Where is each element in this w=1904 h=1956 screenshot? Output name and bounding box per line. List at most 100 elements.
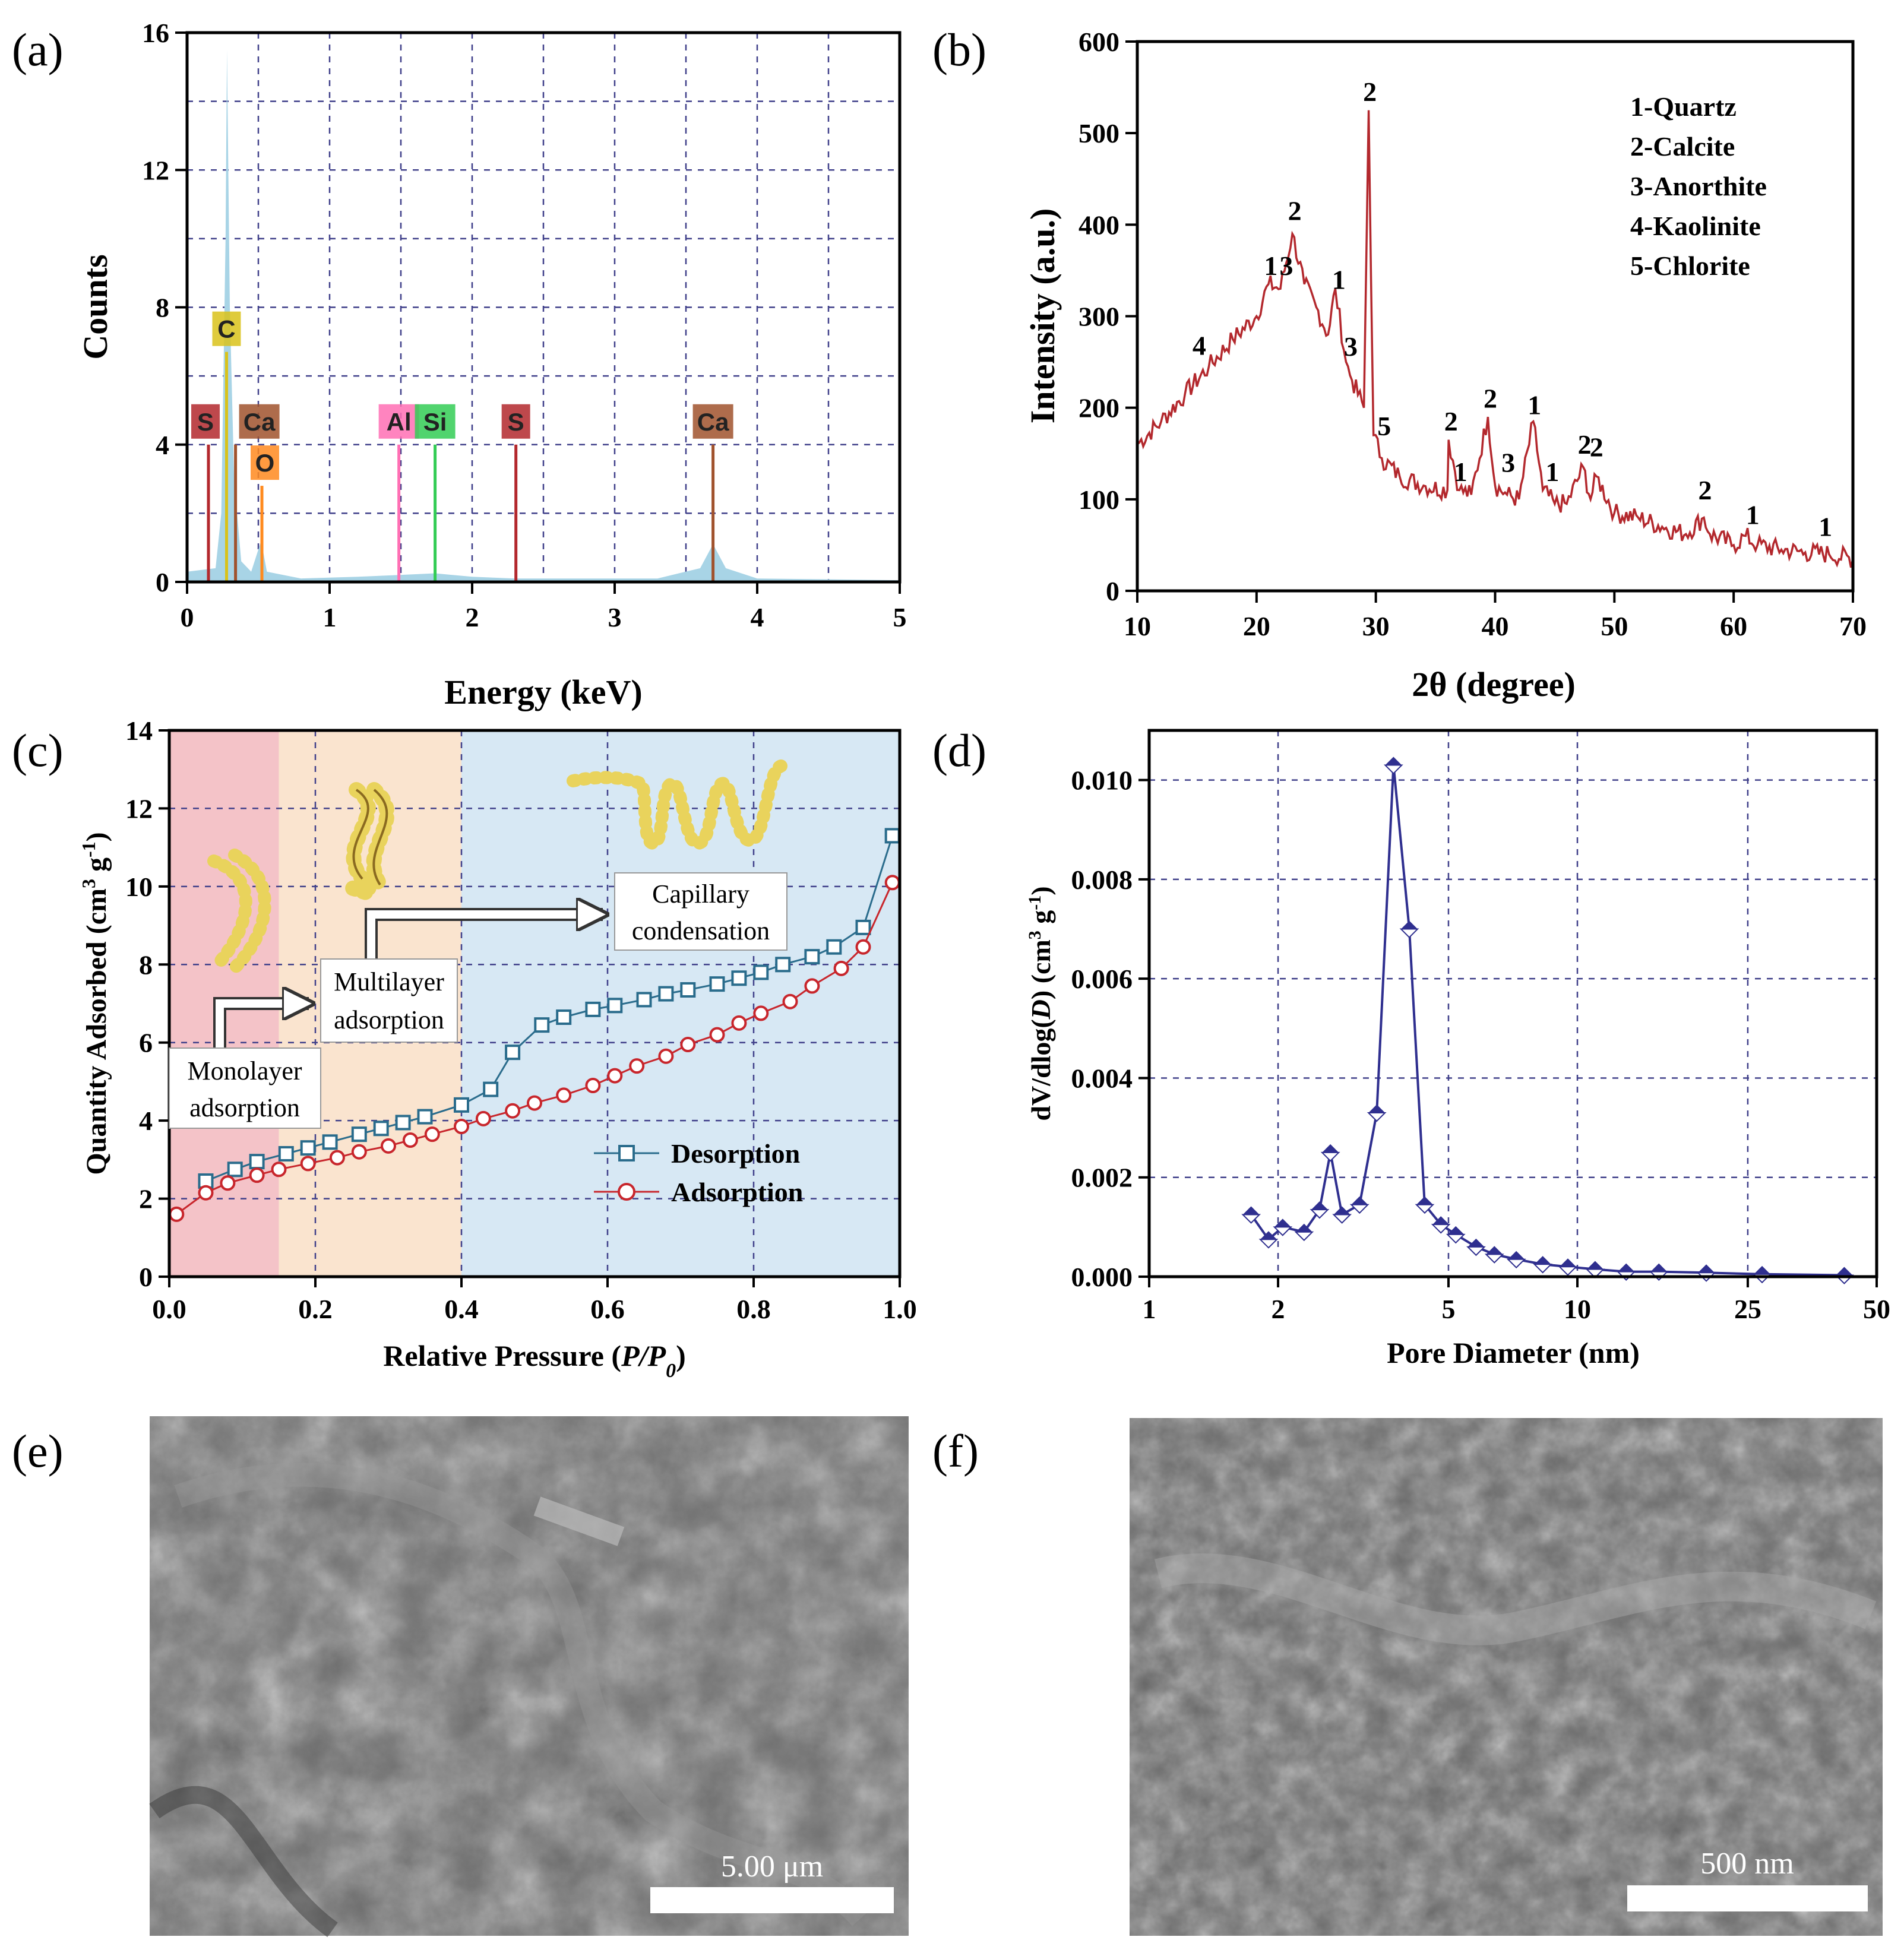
- capillary-text-1: Capillary: [652, 879, 749, 909]
- xrd-legend-item: 1-Quartz: [1630, 91, 1737, 122]
- panel-label-d: (d): [932, 724, 986, 776]
- eds-ylabel: Counts: [76, 254, 115, 359]
- x-tick-label: 0.8: [736, 1294, 771, 1324]
- psd-point: [1698, 1264, 1715, 1273]
- xrd-xlabel: 2θ (degree): [1412, 665, 1576, 704]
- psd-point: [1349, 1204, 1370, 1214]
- x-tick-label: 40: [1482, 611, 1509, 641]
- y-tick-label: 0: [139, 1262, 153, 1292]
- peak-label: 1: [1454, 457, 1467, 487]
- y-tick-label: 14: [125, 716, 153, 746]
- x-tick-label: 0.4: [444, 1294, 479, 1324]
- multilayer-box: [320, 958, 458, 1043]
- psd-point: [1586, 1261, 1603, 1270]
- psd-point: [1332, 1214, 1352, 1224]
- y-tick-label: 8: [139, 949, 153, 980]
- y-tick-label: 0.008: [1071, 865, 1133, 895]
- y-tick-label: 0: [156, 567, 169, 597]
- element-label-s: S: [508, 408, 524, 436]
- peak-label: 1: [1545, 457, 1559, 487]
- xrd-pattern: [1136, 110, 1854, 568]
- psd-point: [1367, 1112, 1387, 1122]
- x-tick-label: 2: [1272, 1294, 1285, 1324]
- x-tick-label: 50: [1601, 611, 1628, 641]
- psd-point: [1558, 1266, 1578, 1276]
- desorption-point: [278, 1146, 294, 1161]
- multilayer-text-2: adsorption: [334, 1005, 444, 1034]
- y-tick-label: 2: [139, 1184, 153, 1214]
- element-label-si: Si: [423, 408, 447, 436]
- element-badge-s: [191, 404, 220, 439]
- desorption-point: [373, 1121, 389, 1137]
- y-tick-label: 300: [1078, 302, 1119, 332]
- isotherm-legend: Desorption Adsorption: [594, 1138, 803, 1207]
- peak-label: 1: [1264, 251, 1277, 281]
- peak-label: 5: [1377, 411, 1391, 441]
- element-badge-ca: [239, 404, 280, 439]
- psd-point: [1467, 1238, 1485, 1247]
- psd-point: [1484, 1254, 1504, 1264]
- adsorption-point: [527, 1095, 542, 1111]
- psd-point: [1446, 1233, 1466, 1244]
- y-tick-label: 0: [1106, 576, 1119, 606]
- x-tick-label: 70: [1839, 611, 1867, 641]
- psd-point: [1274, 1218, 1291, 1227]
- legend-adsorption-label: Adsorption: [671, 1177, 803, 1207]
- x-tick-label: 1: [1143, 1294, 1156, 1324]
- element-label-ca: Ca: [697, 408, 729, 436]
- y-tick-label: 500: [1078, 118, 1119, 148]
- panel-label-f: (f): [932, 1425, 979, 1477]
- scale-bar-f: [1627, 1885, 1868, 1911]
- desorption-point: [454, 1097, 469, 1113]
- psd-point: [1294, 1231, 1314, 1242]
- legend-desorption-label: Desorption: [671, 1138, 800, 1169]
- desorption-point: [826, 939, 842, 955]
- desorption-point: [731, 970, 747, 986]
- psd-point: [1311, 1201, 1328, 1210]
- psd-point: [1310, 1209, 1330, 1219]
- x-tick-label: 0: [181, 602, 194, 632]
- peak-label: 4: [1193, 330, 1206, 360]
- x-tick-label: 10: [1564, 1294, 1591, 1324]
- adsorption-point: [629, 1058, 645, 1074]
- y-tick-label: 12: [125, 793, 153, 824]
- desorption-point: [322, 1134, 338, 1150]
- sem-image-f: 500 nm: [1130, 1418, 1883, 1936]
- adsorption-point: [402, 1132, 418, 1148]
- desorption-point: [395, 1115, 411, 1131]
- y-tick-label: 400: [1078, 210, 1119, 240]
- adsorption-point: [884, 875, 900, 891]
- adsorption-point: [424, 1126, 440, 1142]
- desorption-point: [884, 828, 900, 844]
- monolayer-box: [169, 1047, 321, 1129]
- isotherm-ylabel: Quantity Adsorbed (cm3 g-1): [78, 832, 112, 1175]
- psd-point: [1322, 1144, 1339, 1153]
- psd-ylabel: dV/dlog(D) (cm3 g-1): [1025, 886, 1057, 1121]
- psd-point: [1242, 1206, 1260, 1215]
- psd-frame: [1147, 729, 1878, 1278]
- adsorption-point: [855, 939, 871, 955]
- desorption-point: [227, 1161, 243, 1178]
- desorption-point: [658, 986, 674, 1002]
- x-tick-label: 50: [1863, 1294, 1890, 1324]
- psd-point: [1400, 920, 1418, 929]
- monolayer-text-1: Monolayer: [187, 1056, 302, 1085]
- adsorption-point: [782, 993, 798, 1009]
- pore-illustration-multi: [339, 782, 395, 900]
- y-tick-label: 12: [142, 155, 169, 185]
- y-tick-label: 6: [139, 1028, 153, 1058]
- psd-point: [1533, 1264, 1553, 1274]
- adsorption-point: [475, 1110, 491, 1126]
- peak-label: 2: [1590, 432, 1603, 462]
- desorption-line: [205, 835, 894, 1182]
- legend-adsorption-marker: [618, 1183, 635, 1201]
- y-tick-label: 100: [1078, 485, 1119, 515]
- element-badge-s: [501, 404, 530, 439]
- x-tick-label: 20: [1243, 611, 1270, 641]
- peak-label: 3: [1501, 448, 1515, 478]
- x-tick-label: 30: [1362, 611, 1390, 641]
- x-tick-label: 4: [751, 602, 764, 632]
